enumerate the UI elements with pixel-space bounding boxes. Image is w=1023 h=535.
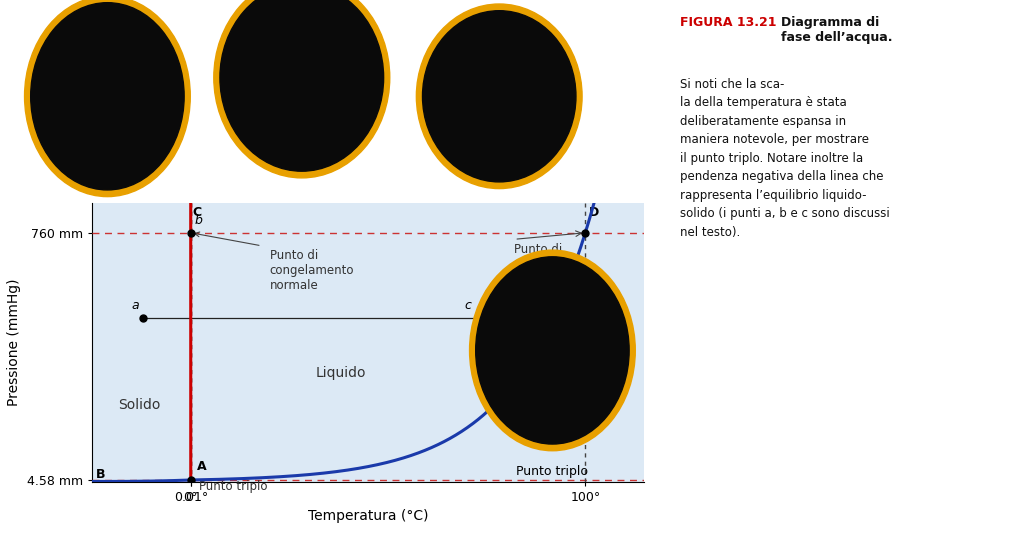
X-axis label: Temperatura (°C): Temperatura (°C) bbox=[308, 509, 429, 523]
Text: Punto di
congelamento
normale: Punto di congelamento normale bbox=[270, 249, 354, 292]
Text: C: C bbox=[192, 207, 202, 219]
Y-axis label: Pressione (mmHg): Pressione (mmHg) bbox=[7, 279, 21, 406]
Text: Punto triplo: Punto triplo bbox=[517, 465, 588, 478]
Text: Punto triplo: Punto triplo bbox=[198, 480, 267, 493]
Text: Si noti che la sca-
la della temperatura è stata
deliberatamente espansa in
mani: Si noti che la sca- la della temperatura… bbox=[680, 78, 890, 239]
Text: Solido: Solido bbox=[119, 399, 161, 412]
Text: Diagramma di
fase dell’acqua.: Diagramma di fase dell’acqua. bbox=[781, 16, 892, 44]
Text: Vapore: Vapore bbox=[498, 411, 546, 425]
Text: a: a bbox=[132, 299, 139, 312]
Text: b: b bbox=[194, 214, 203, 227]
Text: Liquido: Liquido bbox=[315, 366, 366, 380]
Text: D: D bbox=[589, 207, 599, 219]
Text: FIGURA 13.21: FIGURA 13.21 bbox=[680, 16, 776, 29]
Text: Punto di
ebollizione
normale: Punto di ebollizione normale bbox=[515, 242, 578, 286]
Text: B: B bbox=[96, 468, 105, 480]
Text: c: c bbox=[464, 299, 471, 312]
Text: A: A bbox=[196, 460, 207, 473]
